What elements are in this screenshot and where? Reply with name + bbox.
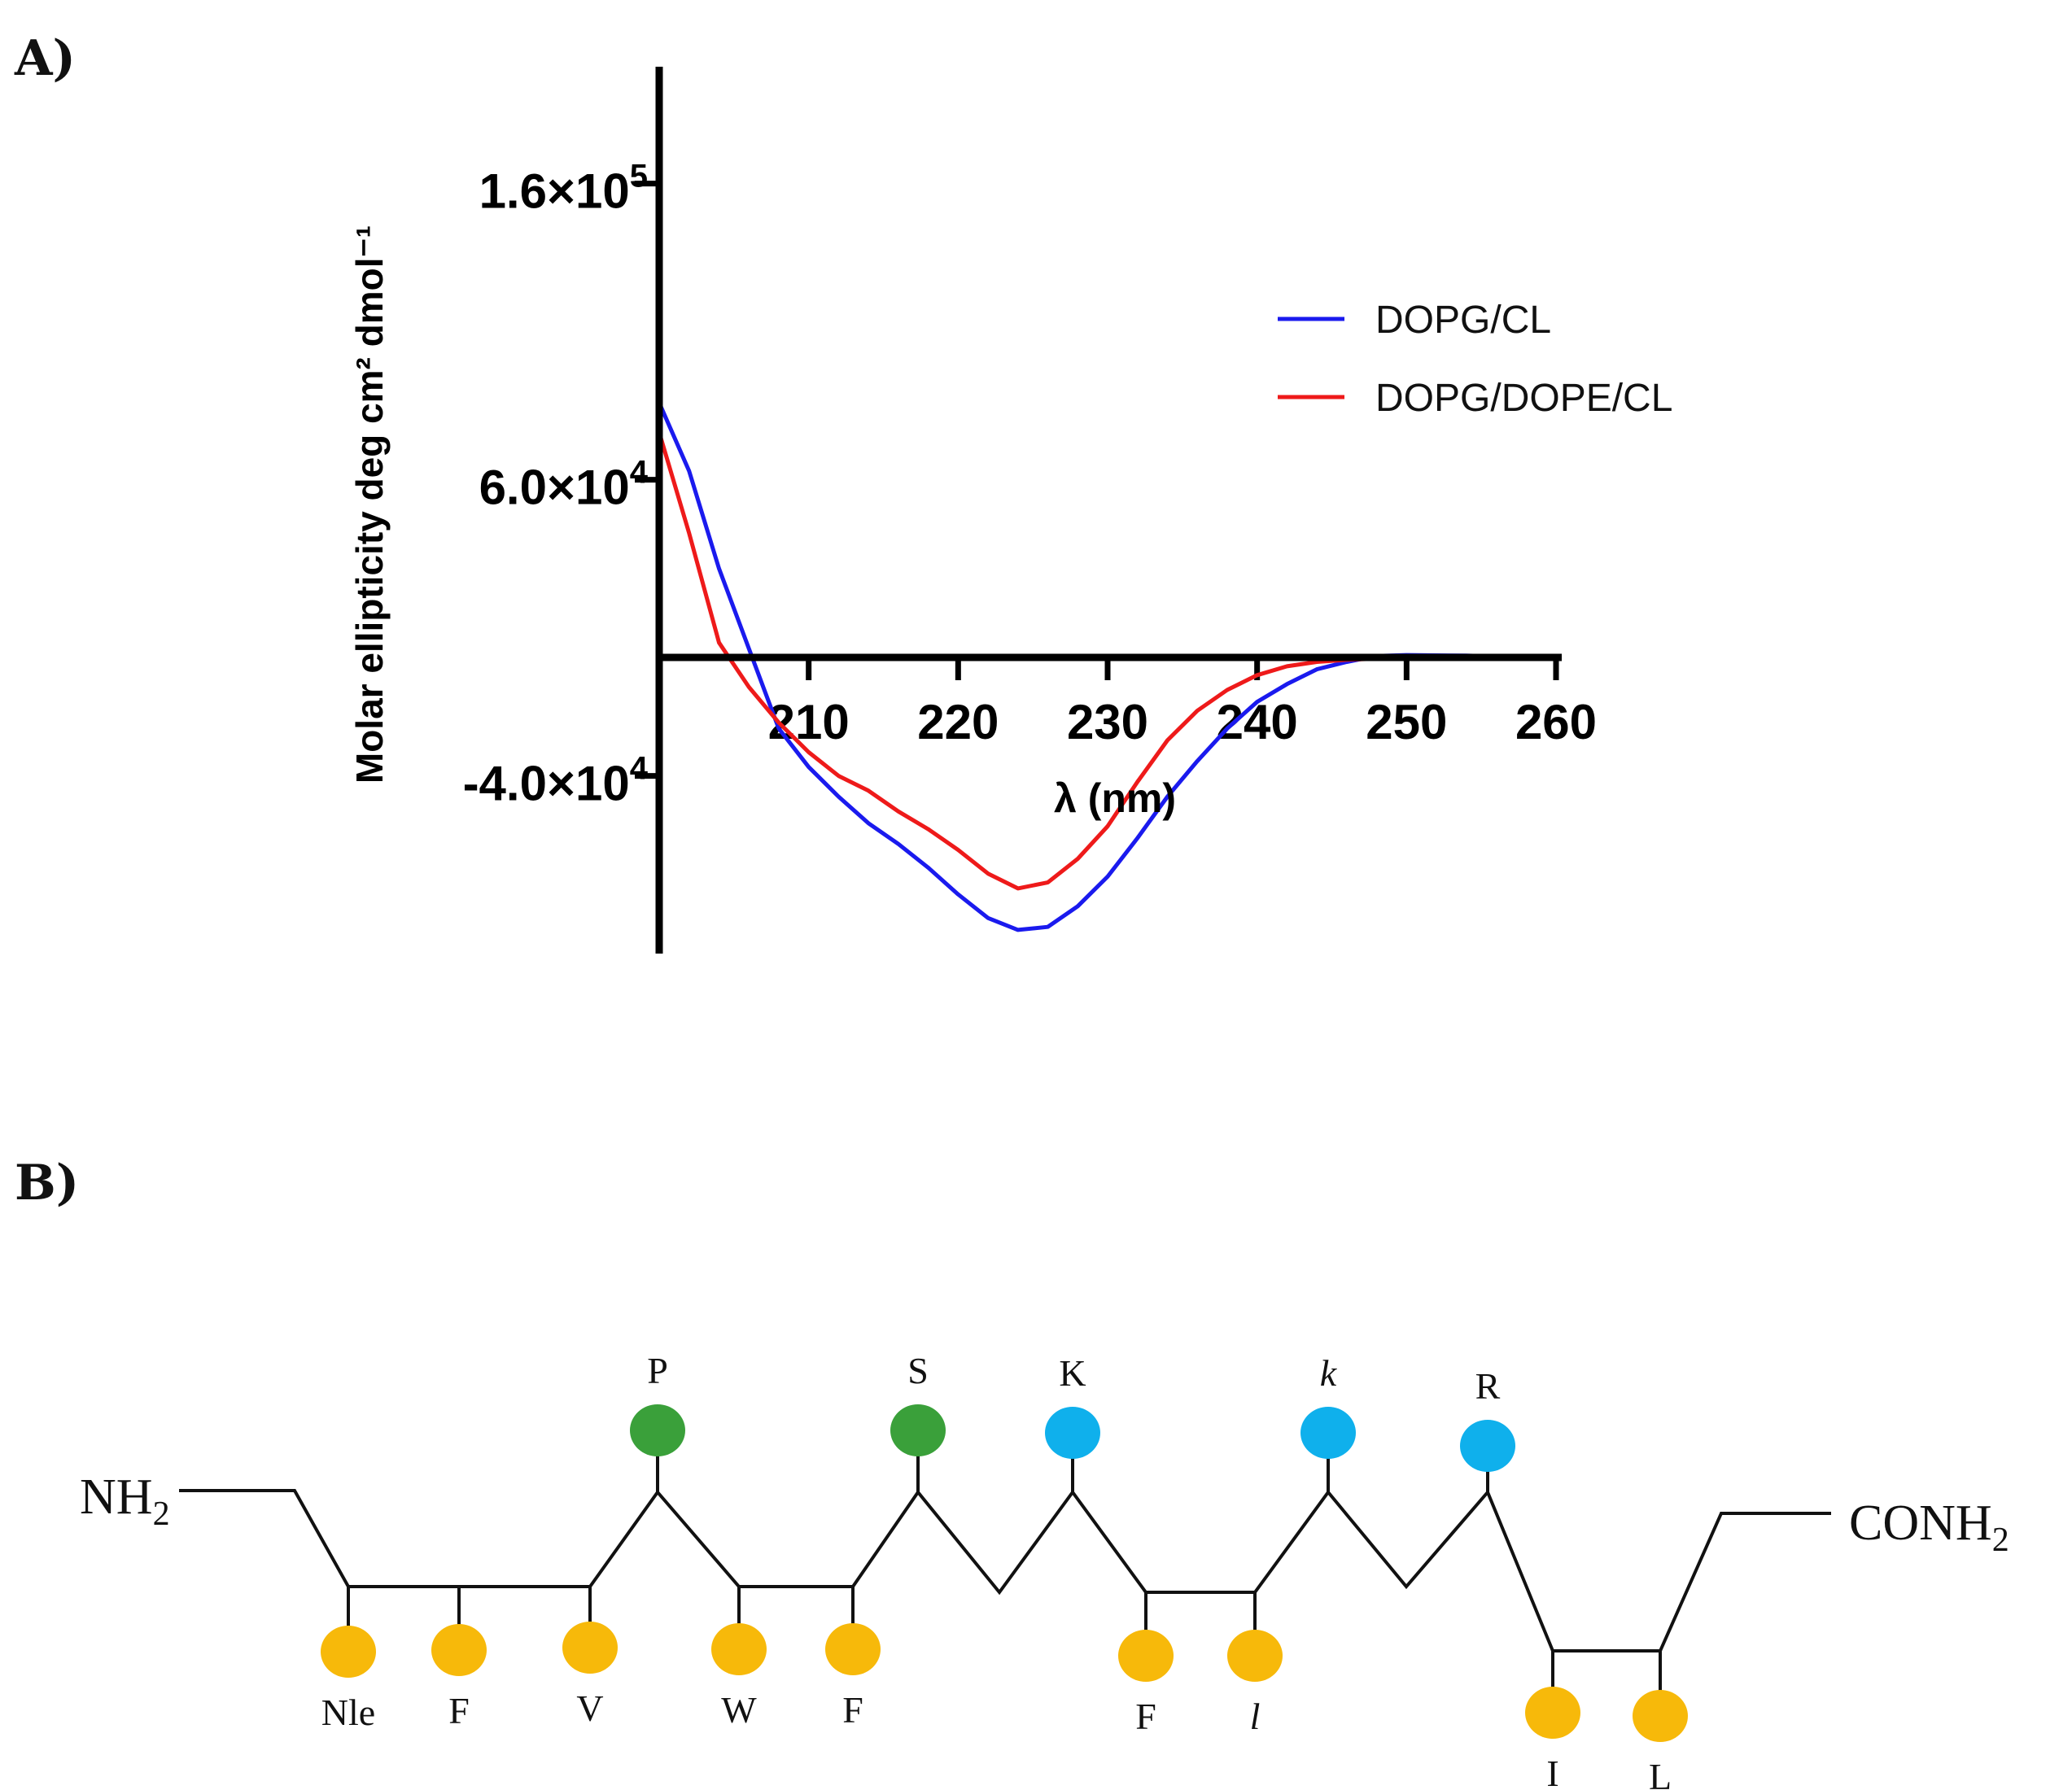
residue-l-10: l — [1227, 1592, 1283, 1737]
residue-Nle-1: Nle — [321, 1587, 376, 1733]
y-ticks: 1.6×105 6.0×104 -4.0×104 — [463, 159, 659, 811]
residue-F-6: F — [825, 1587, 881, 1731]
residue-bead — [562, 1622, 618, 1674]
residue-label: K — [1059, 1352, 1086, 1394]
residue-bead — [825, 1623, 881, 1675]
peptide-backbone — [179, 1489, 1831, 1652]
residue-bead — [890, 1404, 946, 1456]
residue-V-3: V — [562, 1587, 618, 1729]
residue-label: k — [1320, 1352, 1338, 1394]
y-axis-title: Molar ellipticity deg cm² dmol⁻¹ — [348, 225, 391, 784]
y-tick-label: 6.0×104 — [479, 455, 649, 515]
residue-label: F — [842, 1689, 863, 1731]
residue-label: S — [907, 1350, 929, 1391]
residue-bead — [1460, 1420, 1515, 1472]
y-tick-label: 1.6×105 — [479, 159, 648, 219]
residue-S-7: S — [890, 1350, 946, 1492]
residue-label: W — [721, 1689, 757, 1731]
residue-bead — [1227, 1630, 1283, 1682]
panel-b-label: B) — [15, 1155, 79, 1212]
x-tick-label: 210 — [768, 695, 850, 749]
legend-label: DOPG/DOPE/CL — [1375, 377, 1672, 420]
x-tick-label: 220 — [917, 695, 999, 749]
residue-bead — [1525, 1687, 1580, 1739]
residue-label: V — [576, 1687, 603, 1729]
x-tick-label: 230 — [1067, 695, 1148, 749]
residue-layer: Nle F V P W F S K F l k R I L — [321, 1350, 1688, 1790]
legend: DOPG/CL DOPG/DOPE/CL — [1278, 299, 1672, 420]
n-terminus-label: NH2 — [80, 1469, 170, 1533]
residue-bead — [321, 1626, 376, 1678]
residue-bead — [1045, 1407, 1100, 1459]
x-tick-label: 250 — [1366, 695, 1447, 749]
axes — [655, 67, 1562, 954]
residue-label: R — [1475, 1365, 1501, 1407]
residue-k-11: k — [1300, 1352, 1356, 1492]
residue-label: P — [647, 1350, 668, 1391]
residue-K-8: K — [1045, 1352, 1100, 1492]
residue-L-14: L — [1633, 1651, 1688, 1790]
residue-bead — [711, 1623, 767, 1675]
residue-P-4: P — [630, 1350, 685, 1492]
residue-bead — [1633, 1690, 1688, 1742]
residue-label: I — [1546, 1753, 1558, 1790]
residue-label: Nle — [321, 1692, 375, 1733]
backbone-line — [179, 1489, 1831, 1652]
residue-F-9: F — [1118, 1592, 1174, 1737]
residue-F-2: F — [431, 1587, 487, 1731]
legend-label: DOPG/CL — [1375, 299, 1551, 342]
peptide-schematic: NH2 CONH2 Nle F V P W F S K F l k R I L — [80, 1350, 2009, 1790]
residue-bead — [1300, 1407, 1356, 1459]
residue-bead — [431, 1624, 487, 1676]
residue-I-13: I — [1525, 1651, 1580, 1790]
x-axis-title: λ (nm) — [1054, 775, 1176, 821]
residue-label: L — [1649, 1756, 1672, 1790]
x-tick-label: 260 — [1515, 695, 1597, 749]
residue-label: l — [1250, 1696, 1261, 1737]
c-terminus-label: CONH2 — [1849, 1495, 2009, 1559]
residue-W-5: W — [711, 1587, 767, 1731]
residue-label: F — [1135, 1696, 1156, 1737]
residue-bead — [630, 1404, 685, 1456]
residue-bead — [1118, 1630, 1174, 1682]
panel-a-label: A) — [14, 30, 76, 87]
x-ticks: 210 220 230 240 250 260 — [768, 657, 1597, 749]
y-tick-label: -4.0×104 — [463, 751, 649, 811]
cd-spectrum-chart: Molar ellipticity deg cm² dmol⁻¹ 1.6×105… — [348, 67, 1672, 954]
residue-R-12: R — [1460, 1365, 1515, 1492]
residue-label: F — [448, 1690, 470, 1731]
